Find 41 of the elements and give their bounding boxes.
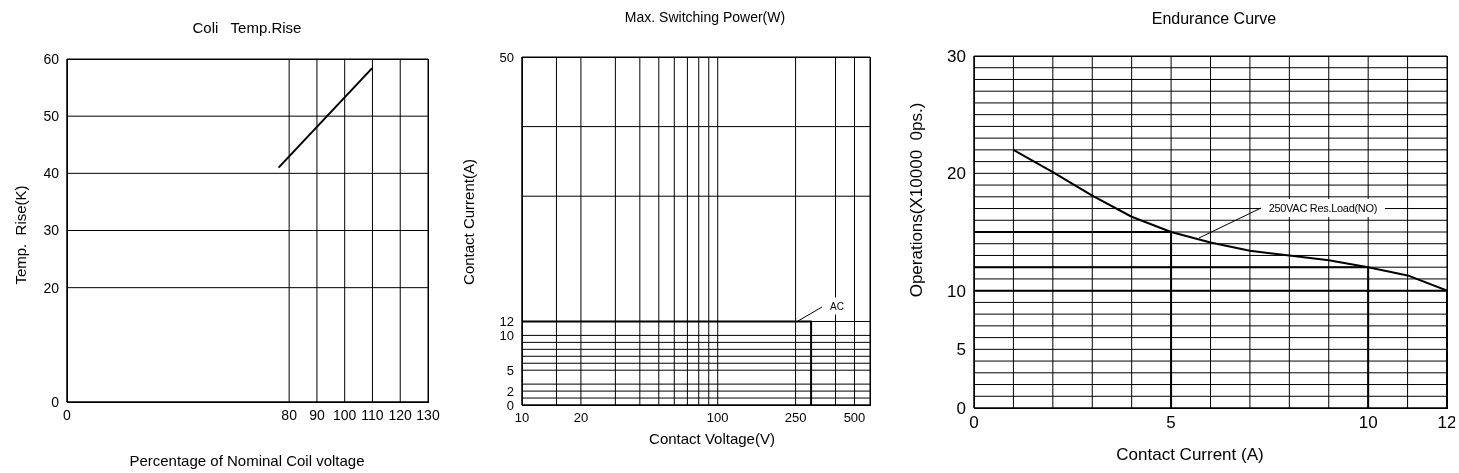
- x-tick-label: 500: [843, 410, 866, 426]
- y-tick-label: 0: [51, 393, 60, 410]
- x-tick-label: 0: [969, 413, 979, 433]
- y-tick-label: 10: [499, 328, 514, 344]
- x-tick-label: 130: [416, 406, 440, 423]
- y-tick-label: 20: [947, 164, 966, 184]
- x-tick-label: 100: [333, 406, 357, 423]
- x-tick-label: 80: [281, 406, 298, 423]
- y-tick-label: 5: [956, 340, 966, 360]
- x-tick-label: 100: [706, 410, 729, 426]
- x-tick-label: 120: [388, 406, 413, 423]
- y-tick-label: 50: [43, 108, 60, 125]
- y-tick-label: 5: [506, 362, 514, 378]
- x-axis-title: Percentage of Nominal Coil voltage: [129, 451, 365, 469]
- y-axis-title: Contact Current(A): [459, 159, 477, 285]
- y-tick-label: 10: [947, 281, 966, 301]
- y-tick-label: 60: [43, 50, 60, 67]
- y-tick-label: 30: [43, 222, 60, 239]
- x-tick-label: 10: [1358, 413, 1378, 433]
- x-tick-label: 90: [309, 406, 325, 423]
- y-tick-label: 12: [499, 314, 514, 330]
- chart-title: Coli Temp.Rise: [192, 18, 302, 36]
- chart-title: Endurance Curve: [1151, 10, 1277, 28]
- x-tick-label: 12: [1437, 413, 1457, 433]
- y-axis-title: Operations(X10000 0ps.): [907, 102, 927, 298]
- x-tick-label: 0: [63, 406, 72, 423]
- y-tick-label: 20: [43, 279, 60, 296]
- annotation: AC: [822, 297, 852, 315]
- y-tick-label: 40: [43, 165, 60, 182]
- annotation: 250VAC Res.Load(NO): [1260, 198, 1386, 217]
- x-axis-title: Contact Current (A): [1116, 445, 1264, 465]
- x-axis-title: Contact Voltage(V): [649, 429, 775, 447]
- chart-title: Max. Switching Power(W): [624, 9, 786, 25]
- y-axis-title: Temp. Rise(K): [11, 185, 29, 285]
- y-tick-label: 2: [506, 383, 514, 399]
- x-tick-label: 20: [573, 410, 589, 426]
- y-tick-label: 50: [499, 49, 514, 65]
- x-tick-label: 5: [1166, 413, 1176, 433]
- y-tick-label: 30: [947, 47, 966, 67]
- x-tick-label: 250: [784, 410, 807, 426]
- x-tick-label: 110: [361, 406, 384, 423]
